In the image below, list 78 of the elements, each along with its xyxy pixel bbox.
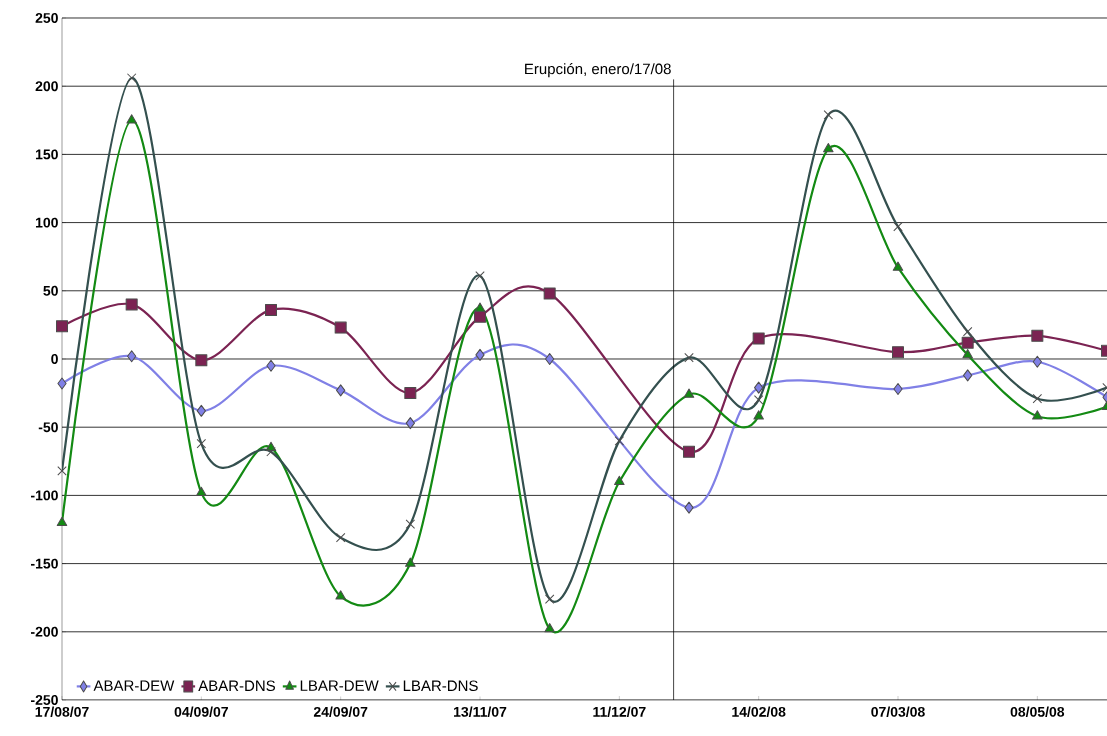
point [56,320,68,333]
point [753,410,764,420]
point [753,395,764,405]
point [405,519,416,529]
point [475,348,485,361]
point [196,404,206,417]
point [545,353,555,365]
point [475,271,485,281]
point [543,287,556,300]
point [754,381,764,394]
legend-label: LBAR-DEW [300,680,379,691]
point [614,436,625,446]
point [823,110,834,120]
y-tick-label: -150 [31,558,58,569]
point [195,354,208,367]
y-tick-label: 150 [35,149,58,160]
y-tick-label: 50 [43,285,58,296]
point [127,350,137,363]
point [404,387,417,400]
point [544,623,555,633]
point [125,298,138,311]
point [684,501,694,514]
legend-label: LBAR-DNS [403,680,478,692]
point [336,384,346,397]
legend-label: ABAR-DNS [198,680,276,692]
point [683,388,695,398]
point [614,475,625,486]
point [1032,410,1043,420]
point [823,142,834,153]
point [962,348,973,359]
point [335,590,346,600]
point [961,336,974,349]
point [963,369,973,382]
y-tick-label: -200 [31,626,58,637]
point [1031,329,1044,342]
point [474,310,486,323]
point [334,321,347,334]
point [684,352,694,363]
point [752,332,765,345]
point [892,346,904,359]
y-tick-label: -100 [31,490,58,501]
annotation: Erupción, enero/17/08 [525,63,671,78]
x-tick-label: 14/02/08 [732,706,786,717]
x-tick-label: 13/11/07 [454,706,507,717]
y-tick-label: -250 [31,695,58,705]
point [893,383,903,396]
y-tick-label: 100 [35,217,58,228]
point [1032,393,1043,404]
point [126,73,137,83]
point [892,261,904,271]
point [266,447,276,457]
point [126,114,137,124]
x-tick-label: 07/03/08 [871,706,925,717]
point [1032,355,1042,368]
point [57,377,67,390]
point [405,417,415,430]
point [265,303,277,316]
x-tick-label: 11/12/07 [593,706,646,717]
point [474,302,486,312]
point [196,438,207,449]
point [962,326,973,337]
x-tick-label: 17/08/07 [35,706,89,717]
point [266,359,276,372]
point [56,516,68,526]
point [893,221,903,232]
point [196,486,207,496]
point [335,532,346,543]
point [544,594,555,604]
y-tick-label: -50 [38,422,58,433]
x-tick-label: 08/05/08 [1010,706,1065,717]
point [683,445,695,458]
y-tick-label: 0 [51,354,58,364]
y-tick-label: 250 [35,13,58,23]
x-tick-label: 04/09/07 [174,706,228,717]
legend-label: ABAR-DEW [93,680,175,691]
x-tick-label: 24/09/07 [313,706,368,717]
y-tick-label: 200 [35,81,58,92]
point [405,557,416,567]
